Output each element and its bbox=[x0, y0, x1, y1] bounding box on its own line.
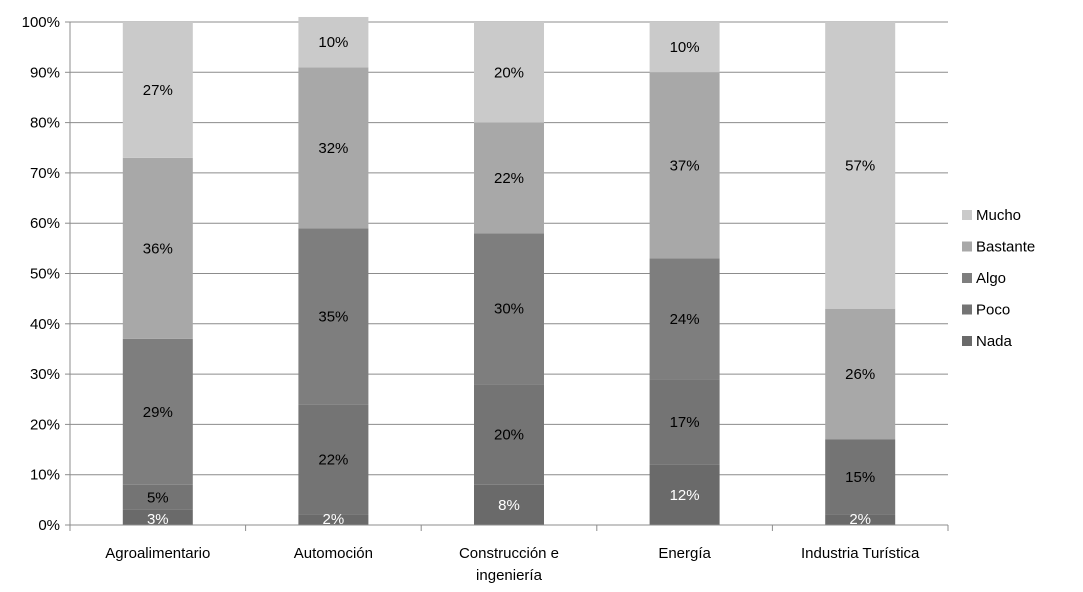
data-label: 2% bbox=[849, 511, 871, 528]
bar-segment-nada bbox=[825, 514, 896, 525]
y-tick-label: 50% bbox=[30, 266, 60, 283]
bar-segment-poco bbox=[298, 404, 369, 515]
data-labels: 3% 5% 29% 36% 27% 2% 22% 35% 32% 10% 8% 20% 30% 22% 20… bbox=[143, 34, 875, 528]
y-tick-label: 20% bbox=[30, 416, 60, 433]
data-label: 35% bbox=[318, 308, 348, 325]
y-tick-label: 40% bbox=[30, 316, 60, 333]
bar-segment-mucho bbox=[649, 22, 720, 73]
bar-segment-poco bbox=[825, 439, 896, 515]
bar-segment-mucho bbox=[474, 22, 544, 123]
y-tick-label: 70% bbox=[30, 165, 60, 182]
data-label: 22% bbox=[318, 452, 348, 469]
legend-label: Mucho bbox=[976, 207, 1021, 224]
bar-segment-mucho bbox=[825, 22, 896, 309]
bar-segment-poco bbox=[649, 379, 720, 465]
bar-segment-bastante bbox=[298, 67, 369, 229]
data-label: 20% bbox=[494, 64, 524, 81]
bar-segment-poco bbox=[122, 484, 193, 510]
bars bbox=[122, 16, 896, 525]
y-tick-label: 80% bbox=[30, 115, 60, 132]
data-label: 5% bbox=[147, 489, 169, 506]
data-label: 20% bbox=[494, 426, 524, 443]
data-label: 24% bbox=[670, 311, 700, 328]
bar-segment-algo bbox=[122, 338, 193, 485]
data-label: 17% bbox=[670, 414, 700, 431]
legend-label: Poco bbox=[976, 302, 1010, 319]
bar-segment-mucho bbox=[298, 16, 369, 68]
data-label: 12% bbox=[670, 487, 700, 504]
bar-segment-mucho bbox=[122, 22, 193, 158]
legend-label: Nada bbox=[976, 333, 1013, 350]
legend-swatch bbox=[962, 336, 972, 346]
x-tick-label: ingeniería bbox=[476, 567, 543, 584]
x-tick-label: Agroalimentario bbox=[105, 545, 210, 562]
bar-segment-nada bbox=[649, 464, 720, 525]
y-tick-label: 10% bbox=[30, 467, 60, 484]
x-tick-label: Industria Turística bbox=[801, 545, 920, 562]
y-tick-label: 100% bbox=[22, 14, 60, 31]
y-tick-label: 30% bbox=[30, 366, 60, 383]
bar-segment-poco bbox=[474, 384, 544, 485]
bar-segment-algo bbox=[649, 258, 720, 380]
axes: 0% 10% 20% 30% 40% 50% 60% 70% 80% 90% 100% Agroali… bbox=[22, 14, 949, 584]
bar-segment-nada bbox=[474, 484, 544, 525]
x-tick-label: Construcción e bbox=[459, 545, 559, 562]
data-label: 36% bbox=[143, 240, 173, 257]
legend-label: Bastante bbox=[976, 239, 1035, 256]
x-tick-label: Automoción bbox=[294, 545, 373, 562]
data-label: 10% bbox=[318, 34, 348, 51]
legend-swatch bbox=[962, 273, 972, 283]
bar-segment-nada bbox=[122, 509, 193, 525]
data-label: 57% bbox=[845, 157, 875, 174]
data-label: 10% bbox=[670, 39, 700, 56]
bar-segment-bastante bbox=[825, 308, 896, 440]
data-label: 26% bbox=[845, 366, 875, 383]
y-tick-label: 90% bbox=[30, 64, 60, 81]
bar-segment-bastante bbox=[122, 157, 193, 339]
legend-swatch bbox=[962, 304, 972, 315]
data-label: 15% bbox=[845, 469, 875, 486]
data-label: 37% bbox=[670, 157, 700, 174]
data-label: 30% bbox=[494, 301, 524, 318]
data-label: 2% bbox=[323, 511, 345, 528]
bar-segment-bastante bbox=[474, 122, 544, 234]
legend-label: Algo bbox=[976, 270, 1006, 287]
legend-swatch bbox=[962, 210, 972, 220]
legend: Mucho Bastante Algo Poco Nada bbox=[962, 207, 1035, 350]
bar-segment-algo bbox=[298, 228, 369, 405]
data-label: 22% bbox=[494, 170, 524, 187]
bar-segment-algo bbox=[474, 233, 544, 385]
data-label: 27% bbox=[143, 82, 173, 99]
bar-segment-nada bbox=[298, 514, 369, 525]
data-label: 32% bbox=[318, 140, 348, 157]
data-label: 29% bbox=[143, 404, 173, 421]
x-tick-label: Energía bbox=[658, 545, 711, 562]
bar-segment-bastante bbox=[649, 72, 720, 259]
y-tick-label: 0% bbox=[38, 517, 60, 534]
data-label: 8% bbox=[498, 497, 520, 514]
y-tick-label: 60% bbox=[30, 215, 60, 232]
legend-swatch bbox=[962, 241, 972, 252]
data-label: 3% bbox=[147, 511, 169, 528]
